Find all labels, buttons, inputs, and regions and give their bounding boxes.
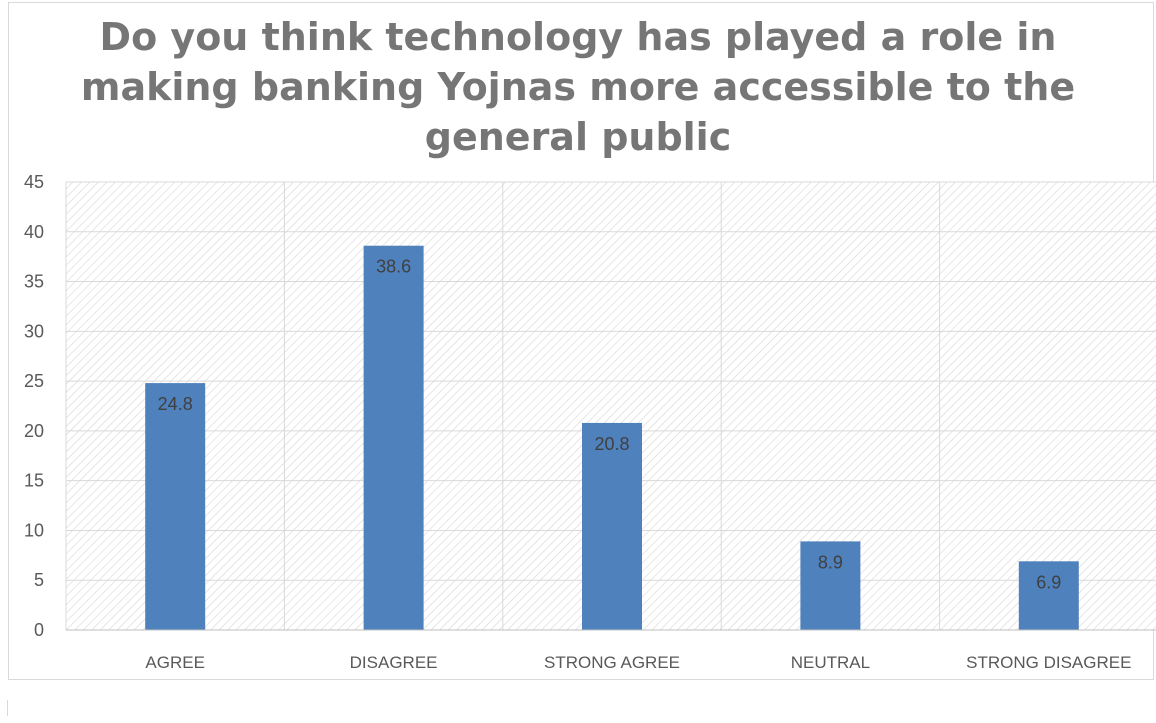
bar-strong-agree xyxy=(582,422,642,630)
chart-title-line-2: making banking Yojnas more accessible to… xyxy=(80,65,1076,109)
data-label: 6.9 xyxy=(1036,572,1061,592)
chart-title: Do you think technology has played a rol… xyxy=(0,12,1156,162)
data-label: 20.8 xyxy=(594,434,629,454)
category-separators xyxy=(65,182,941,630)
y-axis-ticks: 0 5 10 15 20 25 30 35 40 45 xyxy=(24,172,44,640)
x-tick-label: AGREE xyxy=(145,653,205,672)
y-tick-label: 5 xyxy=(34,570,44,590)
x-axis-ticks: AGREE DISAGREE STRONG AGREE NEUTRAL STRONG D… xyxy=(145,653,1131,672)
data-label: 38.6 xyxy=(376,257,411,277)
x-tick-label: DISAGREE xyxy=(350,653,438,672)
x-tick-label: NEUTRAL xyxy=(791,653,870,672)
bar-disagree xyxy=(363,245,424,630)
y-tick-label: 25 xyxy=(24,371,44,391)
bar-neutral xyxy=(800,541,861,630)
y-tick-label: 10 xyxy=(24,520,44,540)
page-edge-mark xyxy=(7,700,8,716)
gridlines xyxy=(66,181,1156,581)
data-label: 8.9 xyxy=(818,552,843,572)
chart-title-line-3: general public xyxy=(424,115,732,159)
y-tick-label: 30 xyxy=(24,321,44,341)
bar-strong-disagree xyxy=(1018,561,1079,630)
y-tick-label: 15 xyxy=(24,471,44,491)
bars xyxy=(145,245,1079,630)
y-tick-label: 40 xyxy=(24,222,44,242)
y-tick-label: 0 xyxy=(34,620,44,640)
data-label: 24.8 xyxy=(158,394,193,414)
y-tick-label: 20 xyxy=(24,421,44,441)
chart-title-line-1: Do you think technology has played a rol… xyxy=(99,15,1057,59)
x-tick-label: STRONG AGREE xyxy=(544,653,680,672)
y-tick-label: 35 xyxy=(24,272,44,292)
y-tick-label: 45 xyxy=(24,172,44,192)
x-tick-label: STRONG DISAGREE xyxy=(966,653,1131,672)
data-labels: 24.8 38.6 20.8 8.9 6.9 xyxy=(158,257,1062,593)
bar-agree xyxy=(145,383,206,630)
